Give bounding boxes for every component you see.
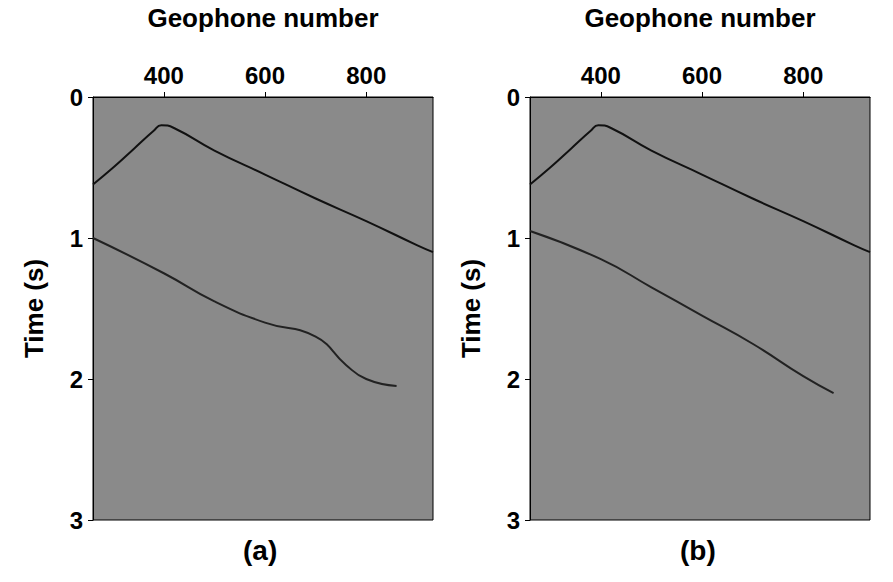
svg-text:600: 600 bbox=[682, 62, 722, 89]
svg-text:(a): (a) bbox=[243, 535, 277, 566]
svg-text:Time (s): Time (s) bbox=[19, 259, 49, 358]
svg-text:800: 800 bbox=[783, 62, 823, 89]
svg-text:0: 0 bbox=[70, 84, 83, 111]
svg-text:600: 600 bbox=[245, 62, 285, 89]
svg-text:1: 1 bbox=[70, 225, 83, 252]
svg-text:Geophone number: Geophone number bbox=[584, 3, 815, 33]
svg-text:Geophone number: Geophone number bbox=[147, 3, 378, 33]
svg-text:800: 800 bbox=[346, 62, 386, 89]
svg-text:400: 400 bbox=[144, 62, 184, 89]
svg-text:2: 2 bbox=[507, 366, 520, 393]
svg-text:3: 3 bbox=[507, 507, 520, 534]
svg-text:(b): (b) bbox=[680, 535, 716, 566]
svg-text:3: 3 bbox=[70, 507, 83, 534]
svg-text:2: 2 bbox=[70, 366, 83, 393]
svg-text:400: 400 bbox=[581, 62, 621, 89]
svg-text:0: 0 bbox=[507, 84, 520, 111]
svg-text:1: 1 bbox=[507, 225, 520, 252]
svg-text:Time (s): Time (s) bbox=[456, 259, 486, 358]
